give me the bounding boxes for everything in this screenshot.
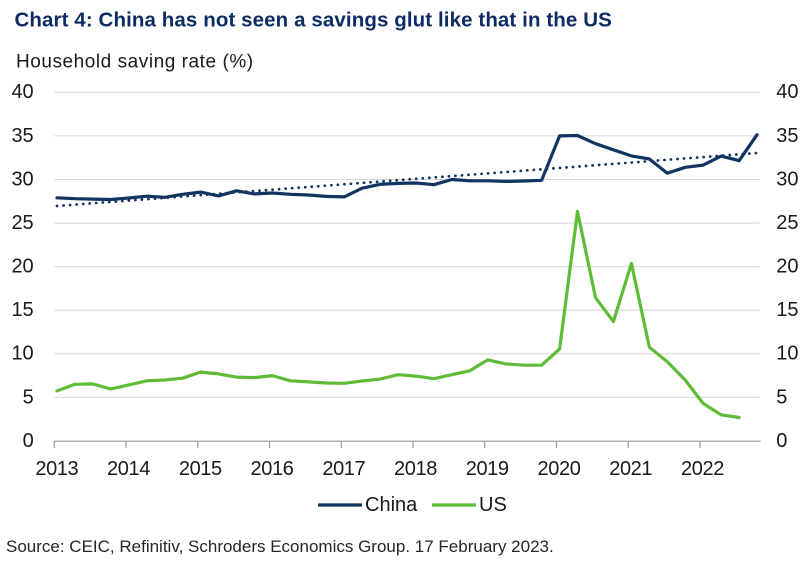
svg-text:2016: 2016: [251, 458, 294, 480]
svg-text:2017: 2017: [322, 458, 365, 480]
svg-text:2020: 2020: [538, 458, 581, 480]
svg-text:5: 5: [776, 386, 787, 408]
svg-text:2013: 2013: [35, 458, 78, 480]
svg-text:Household saving rate (%): Household saving rate (%): [16, 52, 254, 73]
svg-text:2019: 2019: [466, 458, 509, 480]
svg-text:2014: 2014: [107, 458, 150, 480]
svg-text:40: 40: [776, 81, 798, 103]
svg-text:2015: 2015: [179, 458, 222, 480]
svg-text:35: 35: [776, 125, 798, 147]
svg-text:35: 35: [11, 125, 33, 147]
svg-text:10: 10: [776, 343, 798, 365]
svg-text:30: 30: [11, 168, 33, 190]
svg-text:Source: CEIC, Refinitiv, Schro: Source: CEIC, Refinitiv, Schroders Econo…: [6, 537, 554, 556]
svg-text:25: 25: [776, 212, 798, 234]
svg-text:US: US: [479, 494, 507, 516]
svg-text:15: 15: [776, 299, 798, 321]
svg-text:0: 0: [776, 430, 787, 452]
svg-text:China: China: [365, 494, 418, 516]
svg-text:0: 0: [23, 430, 34, 452]
svg-text:20: 20: [11, 256, 33, 278]
svg-text:40: 40: [11, 81, 33, 103]
svg-text:Chart 4: China has not seen a: Chart 4: China has not seen a savings gl…: [15, 8, 612, 31]
svg-text:2021: 2021: [609, 458, 652, 480]
svg-text:30: 30: [776, 168, 798, 190]
svg-text:5: 5: [23, 386, 34, 408]
svg-text:2022: 2022: [681, 458, 724, 480]
svg-text:10: 10: [11, 343, 33, 365]
svg-text:20: 20: [776, 256, 798, 278]
svg-text:15: 15: [11, 299, 33, 321]
svg-text:2018: 2018: [394, 458, 437, 480]
svg-text:25: 25: [11, 212, 33, 234]
